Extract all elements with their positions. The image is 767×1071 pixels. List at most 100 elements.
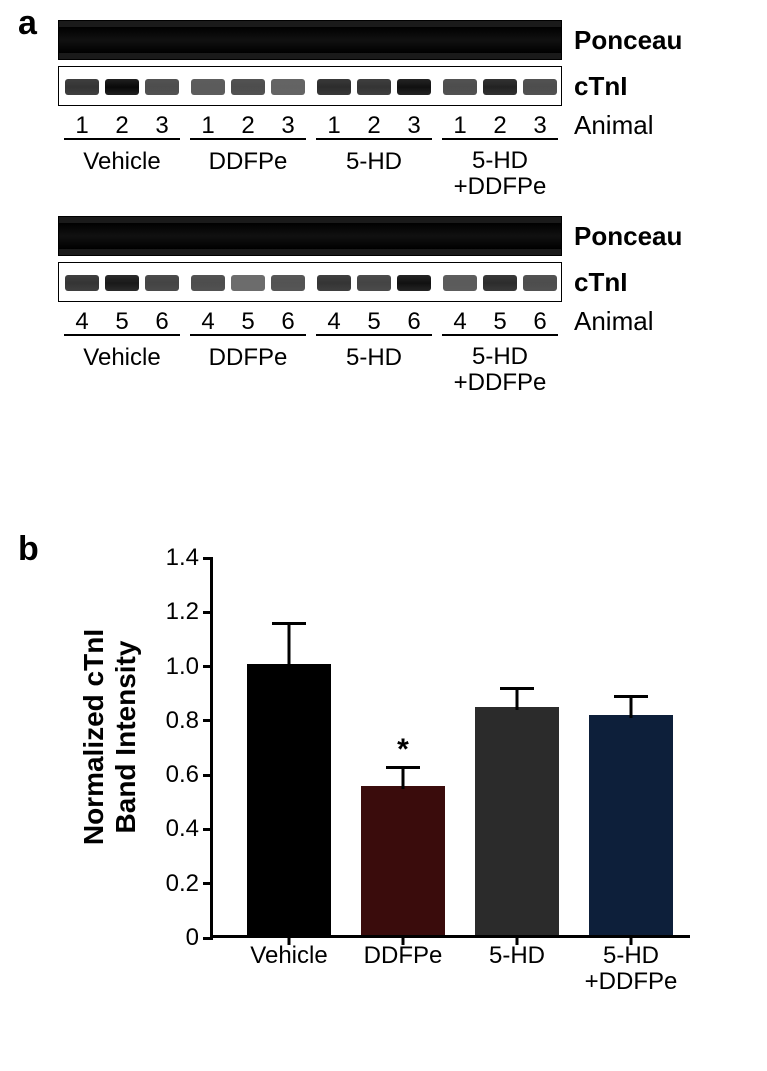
animal-number: 4 bbox=[75, 308, 88, 336]
y-tick-label: 1.2 bbox=[166, 598, 213, 626]
ctni-strip bbox=[58, 262, 562, 302]
animal-number: 2 bbox=[115, 112, 128, 140]
ponceau-row: Ponceau bbox=[58, 216, 682, 256]
ponceau-row: Ponceau bbox=[58, 20, 682, 60]
x-label: 5-HD bbox=[489, 935, 545, 969]
blot-band bbox=[231, 275, 265, 291]
group-underline bbox=[190, 334, 306, 336]
animal-number: 3 bbox=[533, 112, 546, 140]
animal-number: 5 bbox=[115, 308, 128, 336]
animal-number: 6 bbox=[155, 308, 168, 336]
animal-number-row: 456456456456Animal bbox=[58, 308, 562, 334]
x-label: DDFPe bbox=[364, 935, 443, 969]
animal-number: 2 bbox=[367, 112, 380, 140]
group-underline bbox=[64, 334, 180, 336]
ponceau-label: Ponceau bbox=[574, 25, 682, 56]
ctni-row: cTnI bbox=[58, 262, 682, 302]
group-underline bbox=[316, 334, 432, 336]
blot-band bbox=[231, 79, 265, 95]
panel-b: Normalized cTnIBand Intensity00.20.40.60… bbox=[60, 558, 740, 1058]
error-cap bbox=[500, 687, 534, 690]
blot-band bbox=[65, 275, 99, 291]
error-bar bbox=[630, 696, 633, 718]
blot-band bbox=[443, 79, 477, 95]
blot-band bbox=[105, 275, 139, 291]
group-underline bbox=[442, 138, 558, 140]
animal-number: 1 bbox=[75, 112, 88, 140]
y-tick-label: 1.0 bbox=[166, 653, 213, 681]
ctni-label: cTnI bbox=[574, 267, 627, 298]
animal-number: 5 bbox=[241, 308, 254, 336]
error-cap bbox=[614, 695, 648, 698]
blot-band bbox=[483, 275, 517, 291]
error-bar bbox=[516, 688, 519, 710]
y-tick-label: 0.8 bbox=[166, 707, 213, 735]
blot-band bbox=[357, 275, 391, 291]
group-label: 5-HD bbox=[346, 148, 402, 176]
group-underline bbox=[316, 138, 432, 140]
y-tick-label: 0 bbox=[186, 924, 213, 952]
animal-col-label: Animal bbox=[574, 306, 653, 337]
y-axis-title: Normalized cTnIBand Intensity bbox=[78, 566, 142, 908]
blot-band bbox=[145, 79, 179, 95]
error-cap bbox=[272, 622, 306, 625]
animal-number: 4 bbox=[327, 308, 340, 336]
blot-band bbox=[397, 275, 431, 291]
blot-band bbox=[145, 275, 179, 291]
animal-number: 5 bbox=[493, 308, 506, 336]
animal-number: 1 bbox=[201, 112, 214, 140]
group-label-row: VehicleDDFPe5-HD5-HD+DDFPe bbox=[58, 146, 562, 206]
blot-band bbox=[523, 275, 557, 291]
bar bbox=[475, 707, 559, 935]
animal-number: 1 bbox=[327, 112, 340, 140]
animal-number: 2 bbox=[241, 112, 254, 140]
animal-number: 6 bbox=[533, 308, 546, 336]
blot-band bbox=[357, 79, 391, 95]
group-label: Vehicle bbox=[83, 344, 160, 372]
y-tick-label: 0.2 bbox=[166, 870, 213, 898]
animal-number: 6 bbox=[281, 308, 294, 336]
ctni-row: cTnI bbox=[58, 66, 682, 106]
ctni-label: cTnI bbox=[574, 71, 627, 102]
blot-band bbox=[397, 79, 431, 95]
panel-a-label: a bbox=[18, 4, 37, 43]
animal-number: 4 bbox=[453, 308, 466, 336]
animal-number: 1 bbox=[453, 112, 466, 140]
blot-band bbox=[65, 79, 99, 95]
animal-number: 5 bbox=[367, 308, 380, 336]
group-underline bbox=[190, 138, 306, 140]
ctni-strip bbox=[58, 66, 562, 106]
ponceau-label: Ponceau bbox=[574, 221, 682, 252]
animal-number: 3 bbox=[407, 112, 420, 140]
error-bar bbox=[288, 623, 291, 666]
bar bbox=[361, 786, 445, 935]
plot-area: 00.20.40.60.81.01.21.4Vehicle*DDFPe5-HD5… bbox=[210, 558, 690, 938]
y-tick-label: 0.4 bbox=[166, 815, 213, 843]
group-label: 5-HD bbox=[346, 344, 402, 372]
group-label: 5-HD+DDFPe bbox=[454, 148, 547, 201]
blot-band bbox=[317, 79, 351, 95]
significance-marker: * bbox=[397, 733, 409, 767]
ponceau-strip bbox=[58, 20, 562, 60]
y-tick-label: 1.4 bbox=[166, 544, 213, 572]
animal-col-label: Animal bbox=[574, 110, 653, 141]
group-underline bbox=[442, 334, 558, 336]
blot-band bbox=[483, 79, 517, 95]
panel-b-label: b bbox=[18, 530, 39, 569]
blot-band bbox=[105, 79, 139, 95]
bar bbox=[247, 664, 331, 935]
error-bar bbox=[402, 767, 405, 789]
group-label: DDFPe bbox=[209, 344, 288, 372]
animal-number: 2 bbox=[493, 112, 506, 140]
group-underline-row bbox=[58, 138, 562, 146]
group-label-row: VehicleDDFPe5-HD5-HD+DDFPe bbox=[58, 342, 562, 402]
y-tick-label: 0.6 bbox=[166, 761, 213, 789]
group-label: Vehicle bbox=[83, 148, 160, 176]
blot-band bbox=[271, 79, 305, 95]
group-underline-row bbox=[58, 334, 562, 342]
blot-band bbox=[271, 275, 305, 291]
animal-number: 3 bbox=[281, 112, 294, 140]
blot-band bbox=[443, 275, 477, 291]
blot-band bbox=[191, 79, 225, 95]
animal-number: 3 bbox=[155, 112, 168, 140]
